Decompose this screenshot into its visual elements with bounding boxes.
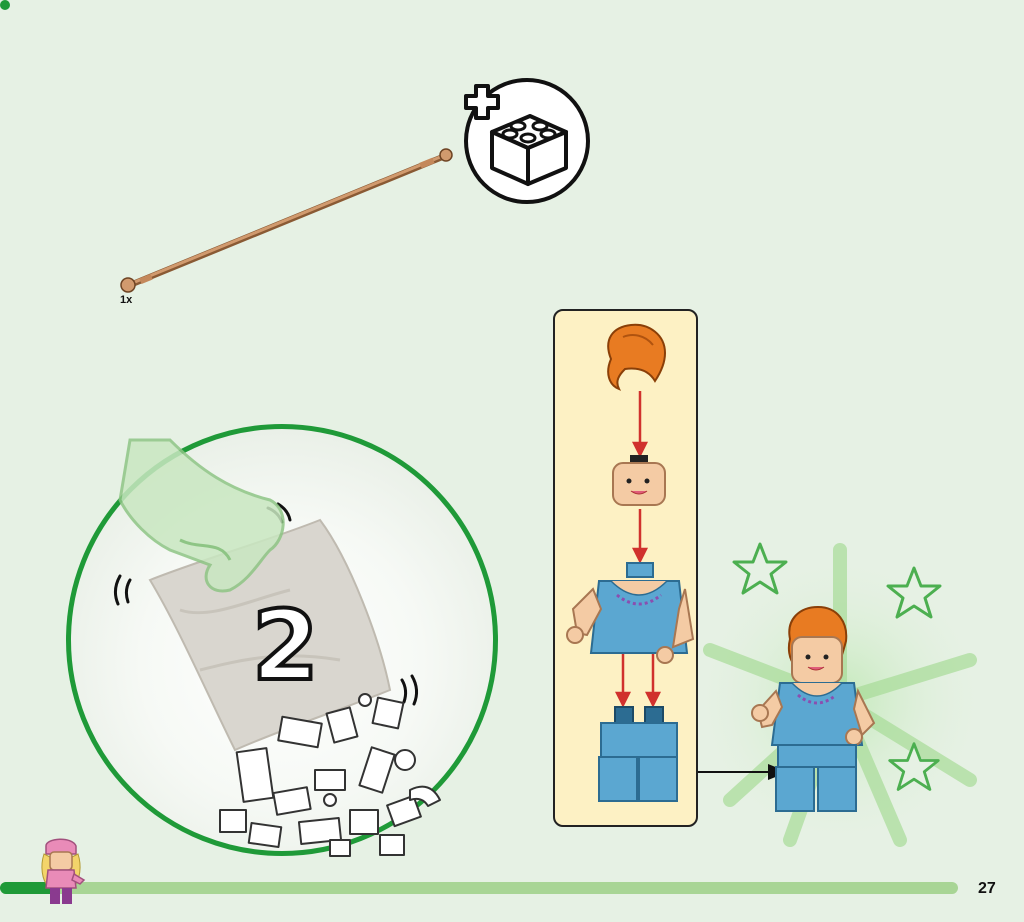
hand-icon <box>118 438 285 593</box>
minifigure-icon <box>41 838 86 904</box>
bag-number: 2 <box>250 590 321 702</box>
loose-bricks-illustration <box>219 693 441 857</box>
star-icon <box>888 742 940 791</box>
legs-piece <box>598 706 678 802</box>
progress-bar-track <box>0 882 958 894</box>
quantity-label: 1x <box>120 294 133 306</box>
torso-piece <box>566 562 695 664</box>
parts-circle <box>0 0 10 10</box>
add-brick-icon <box>464 84 568 186</box>
star-icon <box>732 542 788 595</box>
hair-piece <box>607 323 667 391</box>
minifigure-assembly-diagram <box>566 323 695 802</box>
progress-bar-fill <box>0 882 58 894</box>
page-number: 27 <box>978 880 996 897</box>
star-icon <box>886 566 942 619</box>
head-piece <box>612 455 666 506</box>
completed-minifigure <box>751 605 876 812</box>
